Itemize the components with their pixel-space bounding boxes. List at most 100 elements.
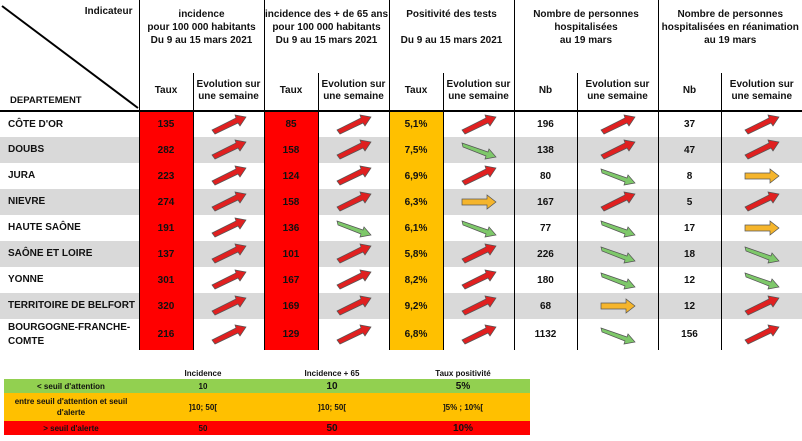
pos-value: 6,3% xyxy=(388,189,443,215)
trend-up-arrow-icon xyxy=(317,163,389,189)
inc65-value: 158 xyxy=(263,137,318,163)
indicateur-label: Indicateur xyxy=(84,6,133,17)
trend-up-arrow-icon xyxy=(442,163,514,189)
header-corner: Indicateur DEPARTEMENT xyxy=(0,0,139,112)
trend-up-arrow-icon xyxy=(317,189,389,215)
pos-value: 8,2% xyxy=(388,267,443,293)
inc-value: 223 xyxy=(138,163,193,189)
legend-row-orange: entre seuil d'attention et seuil d'alert… xyxy=(4,393,530,421)
inc-value: 216 xyxy=(138,319,193,350)
legend-header-incidence-65: Incidence + 65 xyxy=(304,368,360,378)
trend-up-arrow-icon xyxy=(442,293,514,319)
trend-up-arrow-icon xyxy=(576,111,658,137)
table-row: YONNE 301 167 8,2% 180 12 xyxy=(0,267,802,293)
pos-value: 7,5% xyxy=(388,137,443,163)
diagonal-divider xyxy=(1,5,139,109)
rea-value: 47 xyxy=(657,137,721,163)
inc65-value: 136 xyxy=(263,215,318,241)
trend-up-arrow-icon xyxy=(720,111,802,137)
trend-up-arrow-icon xyxy=(576,189,658,215)
pos-value: 5,8% xyxy=(388,241,443,267)
rea-value: 5 xyxy=(657,189,721,215)
department-name: CÔTE D'OR xyxy=(8,118,64,130)
trend-flat-arrow-icon xyxy=(576,293,658,319)
trend-flat-arrow-icon xyxy=(720,163,802,189)
trend-down-arrow-icon xyxy=(576,267,658,293)
inc65-value: 101 xyxy=(263,241,318,267)
subheader-evolution-1: Evolution sur une semaine xyxy=(317,72,389,113)
trend-down-arrow-icon xyxy=(576,319,658,350)
trend-up-arrow-icon xyxy=(192,267,264,293)
legend-table: Incidence Incidence + 65 Taux positivité… xyxy=(4,367,530,435)
inc65-value: 129 xyxy=(263,319,318,350)
group-header-incidence: incidence pour 100 000 habitants Du 9 au 1… xyxy=(138,0,264,73)
trend-up-arrow-icon xyxy=(442,111,514,137)
trend-down-arrow-icon xyxy=(720,241,802,267)
trend-down-arrow-icon xyxy=(720,267,802,293)
trend-up-arrow-icon xyxy=(576,137,658,163)
pos-value: 6,1% xyxy=(388,215,443,241)
legend-header-positivite: Taux positivité xyxy=(435,368,491,378)
trend-up-arrow-icon xyxy=(720,319,802,350)
hosp-value: 80 xyxy=(513,163,577,189)
rea-value: 18 xyxy=(657,241,721,267)
legend-header-incidence: Incidence xyxy=(184,368,222,378)
hosp-value: 196 xyxy=(513,111,577,137)
trend-down-arrow-icon xyxy=(442,137,514,163)
hosp-value: 167 xyxy=(513,189,577,215)
indicators-table: Indicateur DEPARTEMENT incidence pour 100… xyxy=(0,0,802,350)
department-name: JURA xyxy=(8,170,36,181)
rea-value: 156 xyxy=(657,319,721,350)
legend-row-green: < seuil d'attention 10 10 5% xyxy=(4,379,530,393)
group-header-positivite: Positivité des tests Du 9 au 15 mars 2021 xyxy=(388,0,514,73)
pos-value: 9,2% xyxy=(388,293,443,319)
trend-flat-arrow-icon xyxy=(442,189,514,215)
trend-down-arrow-icon xyxy=(576,215,658,241)
trend-up-arrow-icon xyxy=(317,293,389,319)
subheader-evolution-0: Evolution sur une semaine xyxy=(192,72,264,113)
pos-value: 6,8% xyxy=(388,319,443,350)
inc-value: 191 xyxy=(138,215,193,241)
inc65-value: 167 xyxy=(263,267,318,293)
rea-value: 8 xyxy=(657,163,721,189)
rea-value: 37 xyxy=(657,111,721,137)
table-row: NIEVRE 274 158 6,3% 167 5 xyxy=(0,189,802,215)
subheader-value-4: Nb xyxy=(657,72,721,113)
table-row: CÔTE D'OR 135 85 5,1% 196 37 xyxy=(0,111,802,137)
subheader-value-1: Taux xyxy=(263,72,318,113)
inc-value: 301 xyxy=(138,267,193,293)
legend-row-red: > seuil d'alerte 50 50 10% xyxy=(4,421,530,435)
group-header-hospitalises: Nombre de personnes hospitalisées au 19 ma… xyxy=(513,0,658,73)
subheader-value-0: Taux xyxy=(138,72,193,113)
table-row: DOUBS 282 158 7,5% 138 47 xyxy=(0,137,802,163)
rea-value: 12 xyxy=(657,267,721,293)
inc65-value: 169 xyxy=(263,293,318,319)
inc-value: 320 xyxy=(138,293,193,319)
trend-up-arrow-icon xyxy=(192,215,264,241)
trend-up-arrow-icon xyxy=(720,189,802,215)
trend-up-arrow-icon xyxy=(192,137,264,163)
trend-up-arrow-icon xyxy=(317,241,389,267)
trend-down-arrow-icon xyxy=(442,215,514,241)
subheader-value-3: Nb xyxy=(513,72,577,113)
trend-up-arrow-icon xyxy=(317,111,389,137)
inc65-value: 158 xyxy=(263,189,318,215)
trend-up-arrow-icon xyxy=(192,293,264,319)
hosp-value: 68 xyxy=(513,293,577,319)
departement-label: DEPARTEMENT xyxy=(10,95,82,106)
trend-up-arrow-icon xyxy=(442,241,514,267)
trend-up-arrow-icon xyxy=(192,241,264,267)
trend-down-arrow-icon xyxy=(317,215,389,241)
subheader-evolution-2: Evolution sur une semaine xyxy=(442,72,514,113)
group-header-incidence-65: incidence des + de 65 ans pour 100 000 ha… xyxy=(263,0,389,73)
department-name: HAUTE SAÔNE xyxy=(8,222,81,233)
subheader-evolution-4: Evolution sur une semaine xyxy=(720,72,802,113)
department-name: TERRITOIRE DE BELFORT xyxy=(0,293,139,319)
inc-value: 137 xyxy=(138,241,193,267)
trend-up-arrow-icon xyxy=(192,319,264,350)
department-name: NIEVRE xyxy=(0,189,139,215)
trend-up-arrow-icon xyxy=(192,189,264,215)
trend-up-arrow-icon xyxy=(442,319,514,350)
pos-value: 5,1% xyxy=(388,111,443,137)
table-row: HAUTE SAÔNE 191 136 6,1% 77 17 xyxy=(0,215,802,241)
